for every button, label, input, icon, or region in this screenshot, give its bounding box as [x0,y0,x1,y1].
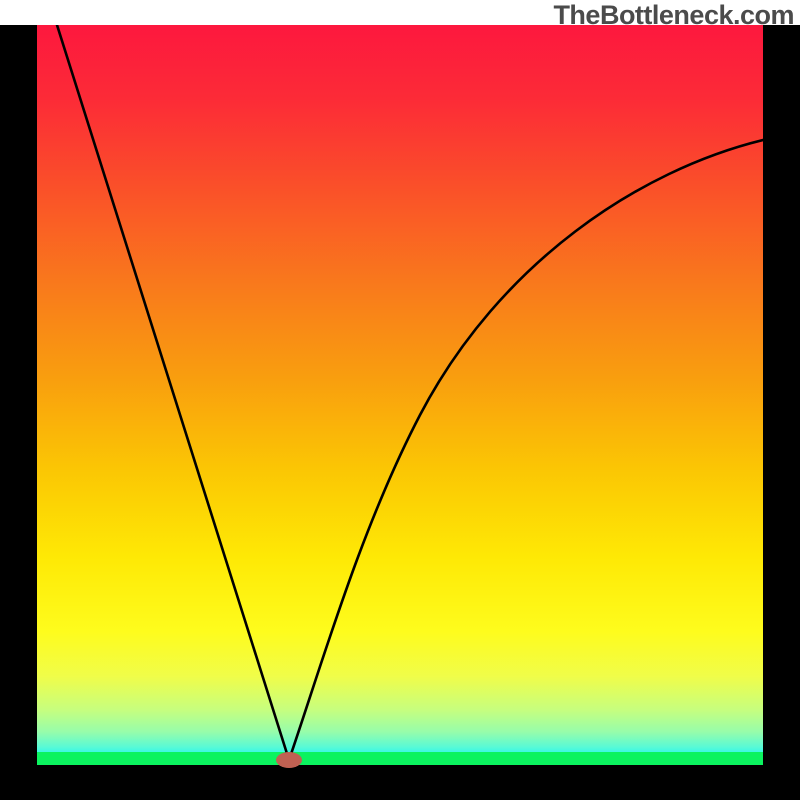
chart-container: TheBottleneck.com [0,0,800,800]
green-strip [37,752,763,765]
gradient-panel [37,25,763,765]
minimum-marker [276,752,302,768]
chart-svg [0,0,800,800]
